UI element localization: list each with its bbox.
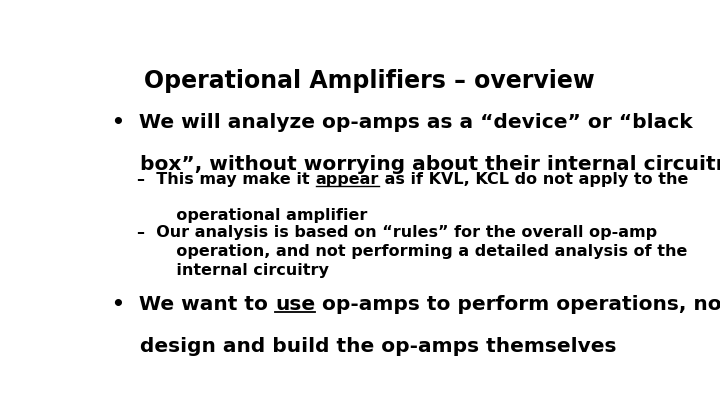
Text: Operational Amplifiers – overview: Operational Amplifiers – overview: [143, 69, 595, 93]
Text: op-amps to perform operations, not: op-amps to perform operations, not: [315, 295, 720, 314]
Text: appear: appear: [315, 172, 379, 187]
Text: operational amplifier: operational amplifier: [138, 208, 368, 223]
Text: –  This may make it: – This may make it: [138, 172, 315, 187]
Text: •  We will analyze op-amps as a “device” or “black: • We will analyze op-amps as a “device” …: [112, 113, 693, 132]
Text: design and build the op-amps themselves: design and build the op-amps themselves: [112, 337, 617, 356]
Text: use: use: [275, 295, 315, 314]
Text: as if KVL, KCL do not apply to the: as if KVL, KCL do not apply to the: [379, 172, 688, 187]
Text: box”, without worrying about their internal circuitry: box”, without worrying about their inter…: [112, 155, 720, 174]
Text: •  We want to: • We want to: [112, 295, 275, 314]
Text: –  Our analysis is based on “rules” for the overall op-amp
       operation, and: – Our analysis is based on “rules” for t…: [138, 225, 688, 278]
